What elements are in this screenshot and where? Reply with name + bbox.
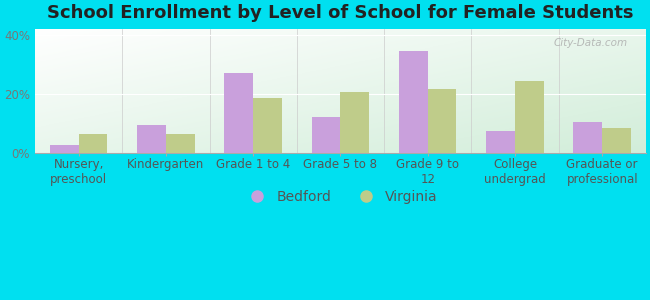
Bar (253, 98, 282, 153)
Bar (50, 145, 79, 153)
Bar (341, 92, 369, 153)
Bar (573, 122, 602, 153)
Bar (311, 117, 341, 153)
Title: School Enrollment by Level of School for Female Students: School Enrollment by Level of School for… (47, 4, 634, 22)
Bar (428, 89, 456, 153)
Bar (166, 134, 195, 153)
Bar (399, 51, 428, 153)
Bar (79, 134, 107, 153)
Legend: Bedford, Virginia: Bedford, Virginia (237, 185, 443, 210)
Text: City-Data.com: City-Data.com (553, 38, 627, 48)
Bar (137, 125, 166, 153)
Bar (224, 73, 253, 153)
Bar (602, 128, 631, 153)
Bar (486, 130, 515, 153)
Bar (515, 81, 544, 153)
